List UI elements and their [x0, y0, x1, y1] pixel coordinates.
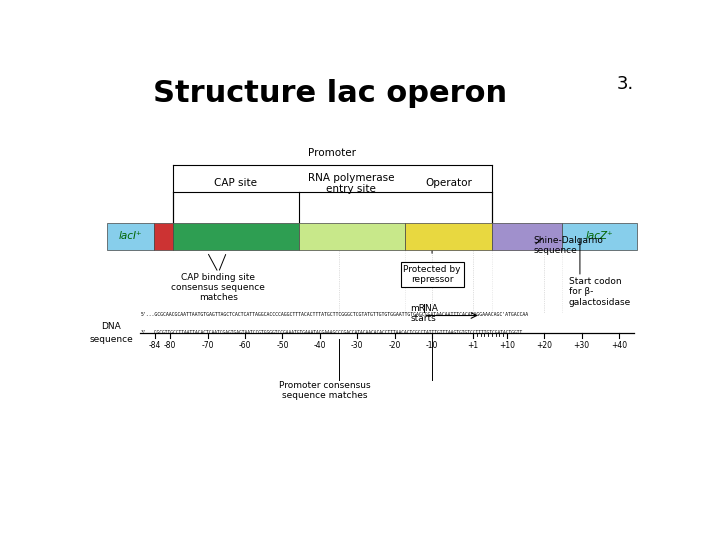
Text: +40: +40 [611, 341, 627, 350]
Text: +10: +10 [499, 341, 515, 350]
Text: +20: +20 [536, 341, 552, 350]
Text: Structure lac operon: Structure lac operon [153, 79, 507, 109]
Text: Promoter consensus
sequence matches: Promoter consensus sequence matches [279, 381, 370, 400]
Bar [173, 223, 300, 250]
Text: -20: -20 [388, 341, 401, 350]
Text: -60: -60 [239, 341, 251, 350]
Bar [107, 223, 154, 250]
Text: Shine-Dalgarno
sequence: Shine-Dalgarno sequence [534, 236, 603, 255]
Text: CAP binding site
consensus sequence
matches: CAP binding site consensus sequence matc… [171, 273, 265, 302]
Bar [405, 223, 492, 250]
Text: +1: +1 [467, 341, 479, 350]
Text: -80: -80 [164, 341, 176, 350]
Text: +30: +30 [574, 341, 590, 350]
Text: sequence: sequence [89, 335, 133, 344]
Text: -40: -40 [313, 341, 326, 350]
Text: 3'...CGCGTTGCCTTAATTACACTCAATCGAGTGAGTAATCCGTGGGGTCCGAAATGTGAAATACGAAAGCCCGACCAT: 3'...CGCGTTGCCTTAATTACACTCAATCGAGTGAGTAA… [140, 329, 523, 335]
Bar [492, 223, 562, 250]
Text: -70: -70 [202, 341, 214, 350]
Text: -10: -10 [426, 341, 438, 350]
Text: -84: -84 [149, 341, 161, 350]
Text: mRNA
starts: mRNA starts [410, 304, 438, 323]
Text: Operator: Operator [426, 178, 472, 188]
Text: 3.: 3. [617, 75, 634, 93]
Text: 5'...GCGCAACGCAATTAATGTGAGTTAGCTCACTCATTAGGCACCCCAGGCTTTACACTTTATGCTTCGGGCTCGTAT: 5'...GCGCAACGCAATTAATGTGAGTTAGCTCACTCATT… [140, 312, 528, 317]
Bar [154, 223, 173, 250]
Text: Protected by
repressor: Protected by repressor [403, 265, 461, 285]
Text: lacI⁺: lacI⁺ [119, 231, 143, 241]
Text: -50: -50 [276, 341, 289, 350]
Text: Promoter: Promoter [308, 148, 356, 158]
Text: Start codon
for β-
galactosidase: Start codon for β- galactosidase [569, 277, 631, 307]
Text: DNA: DNA [102, 322, 121, 331]
Bar [300, 223, 405, 250]
Text: lacZ⁺: lacZ⁺ [585, 231, 613, 241]
Text: -30: -30 [351, 341, 364, 350]
Text: CAP site: CAP site [214, 178, 256, 188]
Bar [562, 223, 637, 250]
Text: RNA polymerase
entry site: RNA polymerase entry site [308, 172, 395, 194]
